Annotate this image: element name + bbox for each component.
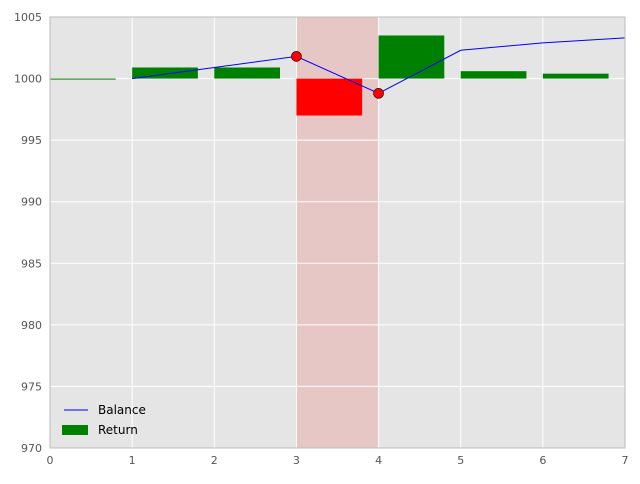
- return-bar: [214, 67, 280, 79]
- return-bar: [50, 78, 116, 80]
- y-tick-label: 970: [21, 442, 42, 455]
- x-tick-label: 3: [293, 454, 300, 467]
- x-tick-label: 7: [622, 454, 629, 467]
- return-bar: [460, 71, 527, 79]
- legend-balance-label: Balance: [98, 403, 146, 417]
- x-tick-label: 6: [539, 454, 546, 467]
- legend-return-swatch: [62, 425, 88, 435]
- y-tick-label: 990: [21, 196, 42, 209]
- balance-marker: [291, 51, 302, 62]
- return-bar: [132, 67, 198, 79]
- y-tick-label: 985: [21, 257, 42, 270]
- y-tick-label: 975: [21, 380, 42, 393]
- legend-return-label: Return: [98, 423, 138, 437]
- x-tick-label: 4: [375, 454, 382, 467]
- y-tick-label: 980: [21, 319, 42, 332]
- return-bar: [378, 35, 445, 79]
- return-bar: [296, 78, 363, 116]
- y-tick-label: 995: [21, 134, 42, 147]
- y-tick-label: 1000: [14, 73, 42, 86]
- x-tick-label: 1: [129, 454, 136, 467]
- balance-marker: [373, 88, 384, 99]
- x-tick-label: 0: [47, 454, 54, 467]
- return-bar: [542, 73, 609, 79]
- y-tick-label: 1005: [14, 11, 42, 24]
- x-tick-label: 2: [211, 454, 218, 467]
- x-tick-label: 5: [457, 454, 464, 467]
- plot-frame: [49, 16, 626, 449]
